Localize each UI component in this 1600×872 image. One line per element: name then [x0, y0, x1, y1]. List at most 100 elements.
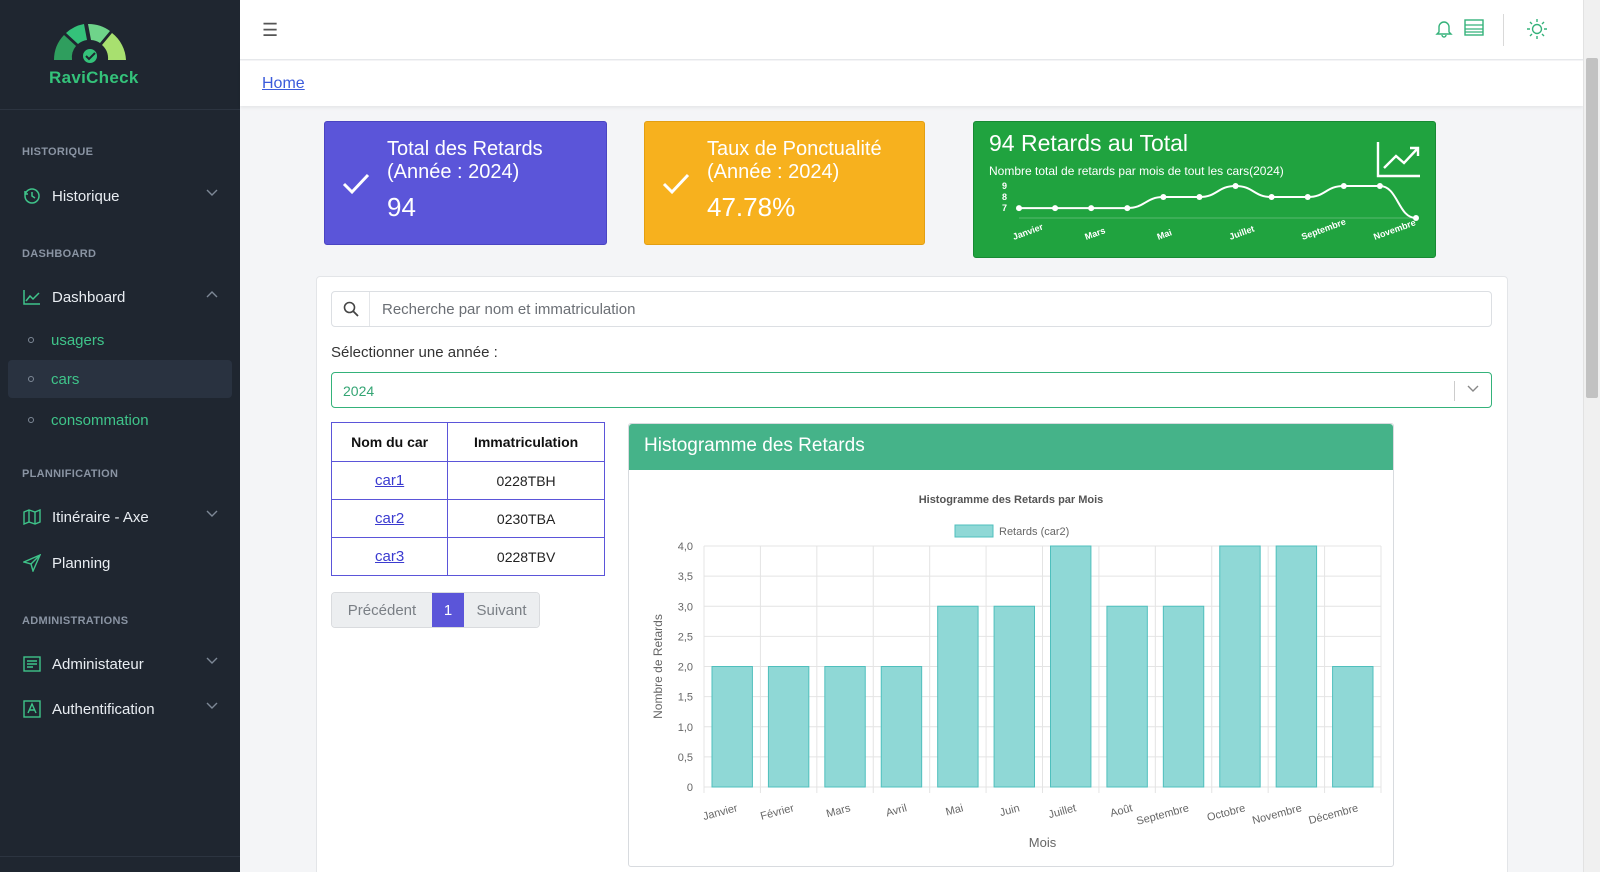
bell-icon[interactable] [1435, 18, 1453, 38]
auth-icon [22, 699, 42, 719]
histogram-card-header: Histogramme des Retards [629, 424, 1393, 470]
scrollbar-thumb[interactable] [1586, 58, 1598, 398]
sidebar-item-planning[interactable]: Planning [22, 548, 222, 578]
table-cell-plate: 0228TBH [447, 461, 605, 500]
table-row: car3 0228TBV [330, 537, 605, 576]
stat-card-title: Total des Retards [387, 138, 543, 160]
x-tick-label: Novembre [1251, 802, 1303, 827]
year-select-label: Sélectionner une année : [331, 344, 498, 361]
pagination-page-button[interactable]: 1 [432, 593, 464, 627]
section-heading-administrations: ADMINISTRATIONS [22, 615, 129, 627]
sparkline-point [1124, 205, 1131, 212]
sidebar-subitem-usagers[interactable]: usagers [8, 321, 232, 359]
search-bar [331, 291, 1492, 327]
sparkline-x-tick: Juillet [1228, 224, 1256, 242]
sidebar-subitem-consommation[interactable]: consommation [8, 401, 232, 439]
send-icon [22, 553, 42, 573]
logo-area[interactable]: RaviCheck [0, 0, 240, 110]
chart-line-icon [22, 287, 42, 307]
histogram-bar [880, 666, 923, 788]
stat-card-total-chart: 94 Retards au Total Nombre total de reta… [973, 121, 1436, 258]
car-link[interactable]: car1 [375, 472, 405, 489]
pagination-next-button[interactable]: Suivant [464, 593, 539, 627]
histogram-bar [1275, 545, 1318, 788]
histogram-bar [937, 605, 979, 788]
y-tick-label: 4,0 [678, 541, 693, 553]
checkmark-icon [662, 173, 690, 195]
table-row: car2 0230TBA [330, 499, 605, 538]
sparkline-point [1376, 183, 1383, 189]
sparkline-y-tick: 8 [1002, 192, 1007, 202]
histogram-bar [1162, 605, 1205, 788]
x-tick-label: Septembre [1135, 802, 1190, 828]
sparkline-chart: 987 Janvier Mars Mai Juillet Septembre Novembr… [1002, 181, 1419, 242]
stat-card-subtitle: (Année : 2024) [387, 161, 520, 183]
x-tick-label: Mai [944, 802, 964, 818]
table-header-row: Nom du car Immatriculation [330, 422, 605, 462]
chevron-down-icon[interactable] [1467, 385, 1479, 393]
sidebar-item-label: Planning [52, 554, 111, 572]
x-tick-label: Juin [998, 802, 1021, 819]
chevron-down-icon [206, 702, 218, 709]
sparkline-y-tick: 9 [1002, 181, 1007, 191]
sidebar-item-historique[interactable]: Historique [22, 181, 222, 211]
legend-swatch [954, 524, 994, 538]
histogram-card: Histogramme des Retards Histogramme des … [628, 423, 1394, 867]
sidebar-item-authentification[interactable]: Authentification [22, 694, 222, 724]
sidebar-item-administrateur[interactable]: Administateur [22, 649, 222, 679]
search-icon[interactable] [332, 292, 370, 326]
sparkline-point [1232, 183, 1239, 189]
sidebar-subitem-cars[interactable]: cars [8, 360, 232, 398]
section-heading-plannification: PLANNIFICATION [22, 468, 119, 480]
topbar-divider [1503, 14, 1504, 46]
car-link[interactable]: car3 [375, 548, 405, 565]
checkmark-icon [342, 173, 370, 195]
x-tick-label: Décembre [1307, 802, 1359, 827]
histogram-bar [824, 666, 866, 788]
table-header-plate[interactable]: Immatriculation [447, 422, 605, 462]
x-tick-label: Août [1109, 802, 1134, 819]
sparkline-x-tick: Mars [1083, 225, 1106, 242]
chevron-up-icon [206, 291, 218, 298]
chevron-down-icon [206, 510, 218, 517]
sidebar-item-dashboard[interactable]: Dashboard [22, 282, 222, 312]
sparkline-x-tick: Novembre [1372, 217, 1417, 241]
stat-card-subtitle: (Année : 2024) [707, 161, 840, 183]
y-tick-label: 1,5 [678, 692, 693, 704]
x-tick-label: Janvier [702, 802, 740, 823]
y-axis-label: Nombre de Retards [651, 614, 665, 719]
breadcrumb-home-link[interactable]: Home [262, 75, 305, 92]
car-link[interactable]: car2 [375, 510, 405, 527]
y-tick-label: 3,0 [678, 601, 693, 613]
map-icon [22, 507, 42, 527]
sparkline-point [1052, 205, 1059, 212]
sparkline-point [1160, 194, 1167, 201]
stat-card-ponctualite: Taux de Ponctualité (Année : 2024) 47.78… [644, 121, 925, 245]
pagination-previous-button[interactable]: Précédent [332, 593, 432, 627]
hamburger-menu-icon[interactable]: ☰ [262, 20, 279, 40]
sidebar-item-label: Historique [52, 187, 120, 205]
stat-card-value: 47.78% [707, 192, 796, 222]
pagination: Précédent 1 Suivant [331, 592, 540, 628]
chevron-down-icon [206, 657, 218, 664]
sidebar: RaviCheck HISTORIQUE Historique DASHBOAR… [0, 0, 240, 872]
history-icon [22, 186, 42, 206]
sparkline-x-tick: Janvier [1011, 222, 1045, 242]
y-tick-label: 2,5 [678, 631, 693, 643]
search-input[interactable] [370, 300, 1470, 318]
legend-label: Retards (car2) [999, 526, 1069, 538]
sidebar-subitem-label: consommation [51, 411, 149, 429]
table-row: car1 0228TBH [330, 461, 605, 500]
table-icon[interactable] [1464, 18, 1484, 38]
y-tick-label: 0,5 [678, 752, 693, 764]
sun-icon[interactable] [1526, 18, 1548, 40]
x-tick-label: Février [759, 802, 795, 823]
year-select[interactable]: 2024 [331, 372, 1492, 408]
topbar: ☰ [240, 0, 1583, 60]
table-cell-plate: 0228TBV [447, 537, 605, 576]
y-tick-label: 0 [687, 782, 693, 794]
bullet-icon [28, 376, 34, 382]
stat-card-title: Taux de Ponctualité [707, 138, 882, 160]
sidebar-item-itineraire[interactable]: Itinéraire - Axe [22, 502, 222, 532]
table-header-name[interactable]: Nom du car [330, 422, 449, 462]
